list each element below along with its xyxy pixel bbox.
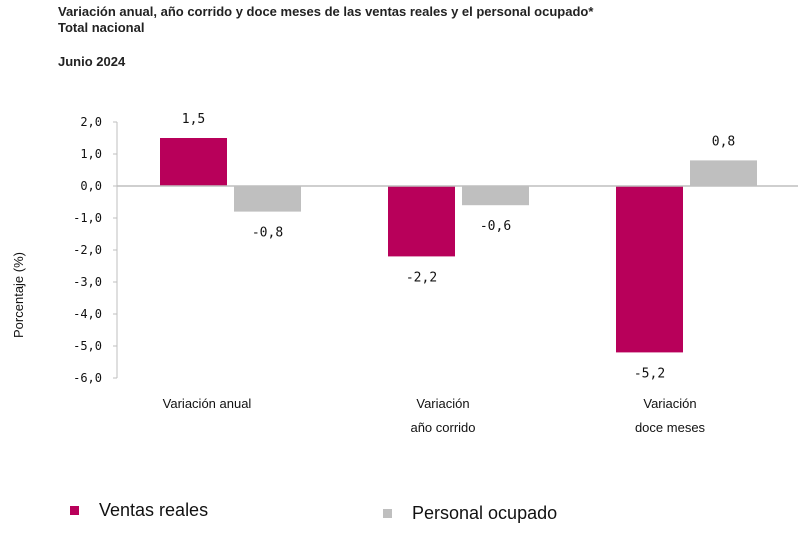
bar-chart: 2,0 1,0 0,0 -1,0 -2,0 -3,0 -4,0 -5,0 -6,0 Porcent…: [11, 112, 798, 435]
bar-personal: [234, 186, 301, 212]
y-tick-label: 2,0: [80, 115, 102, 129]
legend-label-ventas: Ventas reales: [99, 500, 209, 520]
data-label: -0,6: [480, 219, 511, 234]
y-tick-label: 0,0: [80, 179, 102, 193]
y-tick-label: -3,0: [73, 275, 102, 289]
bar-personal: [690, 160, 757, 186]
y-tick-label: -1,0: [73, 211, 102, 225]
bar-ventas: [160, 138, 227, 186]
y-tick-label: -4,0: [73, 307, 102, 321]
y-tick-label: 1,0: [80, 147, 102, 161]
category-label-line2: doce meses: [635, 420, 706, 435]
bar-ventas: [616, 186, 683, 353]
category-label: Variación: [416, 396, 469, 411]
chart-title: Variación anual, año corrido y doce mese…: [58, 4, 594, 19]
legend-label-personal: Personal ocupado: [412, 503, 558, 523]
legend-item-ventas-reales: Ventas reales: [70, 500, 208, 521]
category-label-line2: año corrido: [410, 420, 475, 435]
y-tick-label: -5,0: [73, 339, 102, 353]
y-tick-label: -6,0: [73, 371, 102, 385]
bar-personal: [462, 186, 529, 206]
chart-title-block: Variación anual, año corrido y doce mese…: [58, 4, 593, 36]
data-label: -5,2: [634, 366, 665, 381]
data-label: 1,5: [182, 112, 205, 127]
data-label: -0,8: [252, 226, 283, 241]
legend-swatch-personal: [383, 509, 392, 518]
y-axis-title: Porcentaje (%): [11, 252, 26, 338]
data-label: 0,8: [712, 134, 735, 149]
legend-swatch-ventas: [70, 506, 79, 515]
category-label: Variación: [643, 396, 696, 411]
category-label: Variación anual: [163, 396, 252, 411]
chart-subtitle: Total nacional: [58, 20, 145, 35]
chart-date: Junio 2024: [58, 54, 126, 69]
y-tick-label: -2,0: [73, 243, 102, 257]
legend-item-personal-ocupado: Personal ocupado: [383, 503, 557, 524]
bar-ventas: [388, 186, 455, 257]
data-label: -2,2: [406, 270, 437, 285]
